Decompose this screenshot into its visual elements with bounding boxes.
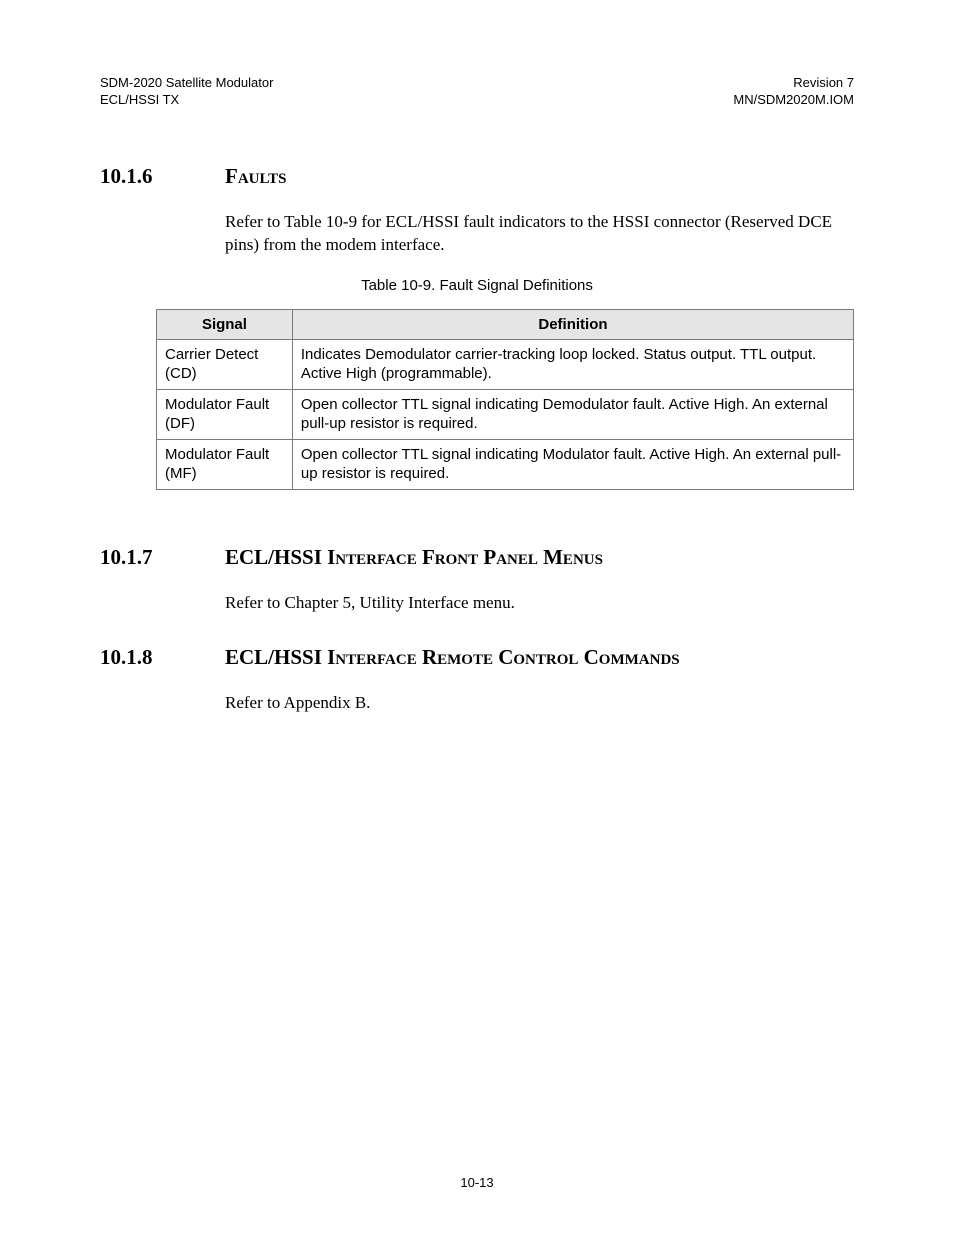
section-heading-faults: 10.1.6 Faults (100, 164, 854, 189)
section-10-1-8: 10.1.8 ECL/HSSI Interface Remote Control… (100, 645, 854, 715)
section-number: 10.1.7 (100, 545, 225, 570)
table-header-definition: Definition (292, 309, 853, 339)
table-row: Modulator Fault (DF) Open collector TTL … (157, 389, 854, 439)
page-number: 10-13 (0, 1175, 954, 1190)
table-cell-definition: Open collector TTL signal indicating Mod… (292, 439, 853, 489)
section-title: Faults (225, 164, 286, 189)
table-header-signal: Signal (157, 309, 293, 339)
section-number: 10.1.8 (100, 645, 225, 670)
header-right-line1: Revision 7 (733, 75, 854, 92)
table-cell-signal: Modulator Fault (MF) (157, 439, 293, 489)
section-title: ECL/HSSI Interface Front Panel Menus (225, 545, 603, 570)
section-10-1-6: 10.1.6 Faults Refer to Table 10-9 for EC… (100, 164, 854, 490)
section-heading-menus: 10.1.7 ECL/HSSI Interface Front Panel Me… (100, 545, 854, 570)
header-left-line1: SDM-2020 Satellite Modulator (100, 75, 273, 92)
fault-table: Signal Definition Carrier Detect (CD) In… (156, 309, 854, 490)
header-left: SDM-2020 Satellite Modulator ECL/HSSI TX (100, 75, 273, 109)
table-cell-signal: Carrier Detect (CD) (157, 339, 293, 389)
page-header: SDM-2020 Satellite Modulator ECL/HSSI TX… (100, 75, 854, 109)
table-header-row: Signal Definition (157, 309, 854, 339)
table-row: Carrier Detect (CD) Indicates Demodulato… (157, 339, 854, 389)
section-number: 10.1.6 (100, 164, 225, 189)
header-right: Revision 7 MN/SDM2020M.IOM (733, 75, 854, 109)
section-body-faults: Refer to Table 10-9 for ECL/HSSI fault i… (225, 211, 854, 257)
section-body-commands: Refer to Appendix B. (225, 692, 854, 715)
table-cell-definition: Open collector TTL signal indicating Dem… (292, 389, 853, 439)
section-body-menus: Refer to Chapter 5, Utility Interface me… (225, 592, 854, 615)
table-caption: Table 10-9. Fault Signal Definitions (100, 277, 854, 294)
table-cell-signal: Modulator Fault (DF) (157, 389, 293, 439)
table-row: Modulator Fault (MF) Open collector TTL … (157, 439, 854, 489)
section-title: ECL/HSSI Interface Remote Control Comman… (225, 645, 680, 670)
table-cell-definition: Indicates Demodulator carrier-tracking l… (292, 339, 853, 389)
section-heading-commands: 10.1.8 ECL/HSSI Interface Remote Control… (100, 645, 854, 670)
header-right-line2: MN/SDM2020M.IOM (733, 92, 854, 109)
section-10-1-7: 10.1.7 ECL/HSSI Interface Front Panel Me… (100, 545, 854, 615)
page-container: SDM-2020 Satellite Modulator ECL/HSSI TX… (0, 0, 954, 785)
header-left-line2: ECL/HSSI TX (100, 92, 273, 109)
